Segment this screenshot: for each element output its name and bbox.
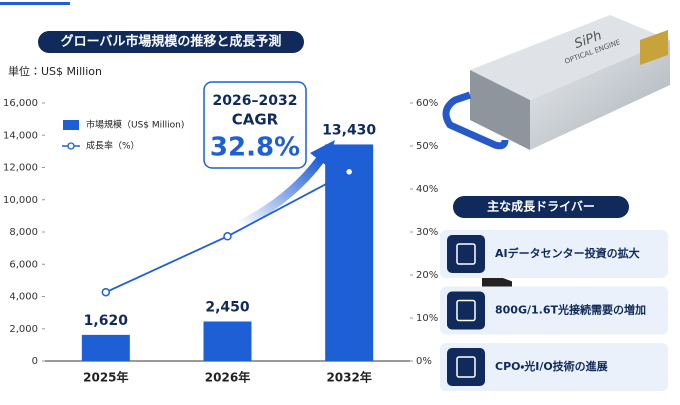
y2-tick-label: 20% <box>416 270 438 281</box>
line-marker <box>223 232 232 241</box>
driver-card <box>440 230 668 278</box>
y-tick-label: 8,000 <box>9 227 38 238</box>
driver-icon <box>447 235 485 273</box>
driver-card <box>440 343 668 391</box>
cagr-period: 2026–2032 <box>213 93 298 109</box>
product-image: SiPh OPTICAL ENGINE <box>442 15 670 300</box>
bar <box>325 144 374 361</box>
unit-label: 単位：US$ Million <box>8 64 102 78</box>
y2-tick-label: 30% <box>416 227 438 238</box>
x-tick-label: 2026年 <box>205 370 250 385</box>
drivers-pill <box>453 196 629 218</box>
legend-swatch <box>63 120 79 130</box>
driver-icon <box>447 348 485 386</box>
driver-text: CPO・光I/O技術の進展 <box>495 359 609 373</box>
driver-text: 800G/1.6T光接続需要の増加 <box>495 303 646 317</box>
value-label: 2,450 <box>205 299 250 315</box>
line-marker <box>344 167 354 177</box>
y-tick-label: 2,000 <box>9 324 38 335</box>
drivers-list: AIデータセンター投資の拡大 800G/1.6T光接続需要の増加 CPO・光I/O技… <box>440 230 668 391</box>
legend-label: 成長率（%） <box>86 140 140 152</box>
bar <box>203 321 252 361</box>
drivers-title: 主な成長ドライバー <box>487 199 595 214</box>
y-tick-label: 16,000 <box>3 98 38 109</box>
driver-icon-glyph <box>456 299 476 322</box>
y2-tick-label: 0% <box>416 356 432 367</box>
accent-line <box>0 2 70 5</box>
y2-tick-label: 50% <box>416 141 438 152</box>
y-tick-label: 10,000 <box>3 195 38 206</box>
driver-icon-glyph <box>456 243 476 265</box>
bar <box>81 334 130 361</box>
x-tick-label: 2025年 <box>83 370 128 385</box>
chart-title: グローバル市場規模の推移と成長予測 <box>61 34 282 50</box>
legend-swatch <box>67 142 75 150</box>
y-tick-label: 14,000 <box>3 130 38 141</box>
cagr-box <box>203 81 307 169</box>
cagr-value: 32.8% <box>210 133 300 163</box>
y-tick-label: 4,000 <box>9 292 38 303</box>
x-tick-label: 2032年 <box>326 370 371 385</box>
driver-icon <box>447 291 485 330</box>
driver-text: AIデータセンター投資の拡大 <box>495 246 640 260</box>
cagr-label: CAGR <box>232 111 279 129</box>
y2-tick-label: 60% <box>416 98 438 109</box>
driver-icon-glyph <box>456 356 476 378</box>
value-label: 13,430 <box>322 122 376 138</box>
title-pill <box>38 31 304 53</box>
y-tick-label: 12,000 <box>3 163 38 174</box>
line <box>105 171 350 294</box>
line-marker <box>101 287 111 297</box>
value-label: 1,620 <box>84 313 129 329</box>
driver-card <box>440 286 668 335</box>
y2-tick-label: 40% <box>416 184 438 195</box>
y-tick-label: 6,000 <box>9 259 38 270</box>
y-tick-label: 0 <box>32 356 38 367</box>
y2-tick-label: 10% <box>416 313 438 324</box>
legend-label: 市場規模（US$ Million) <box>86 119 184 131</box>
growth-arrow <box>237 157 324 230</box>
